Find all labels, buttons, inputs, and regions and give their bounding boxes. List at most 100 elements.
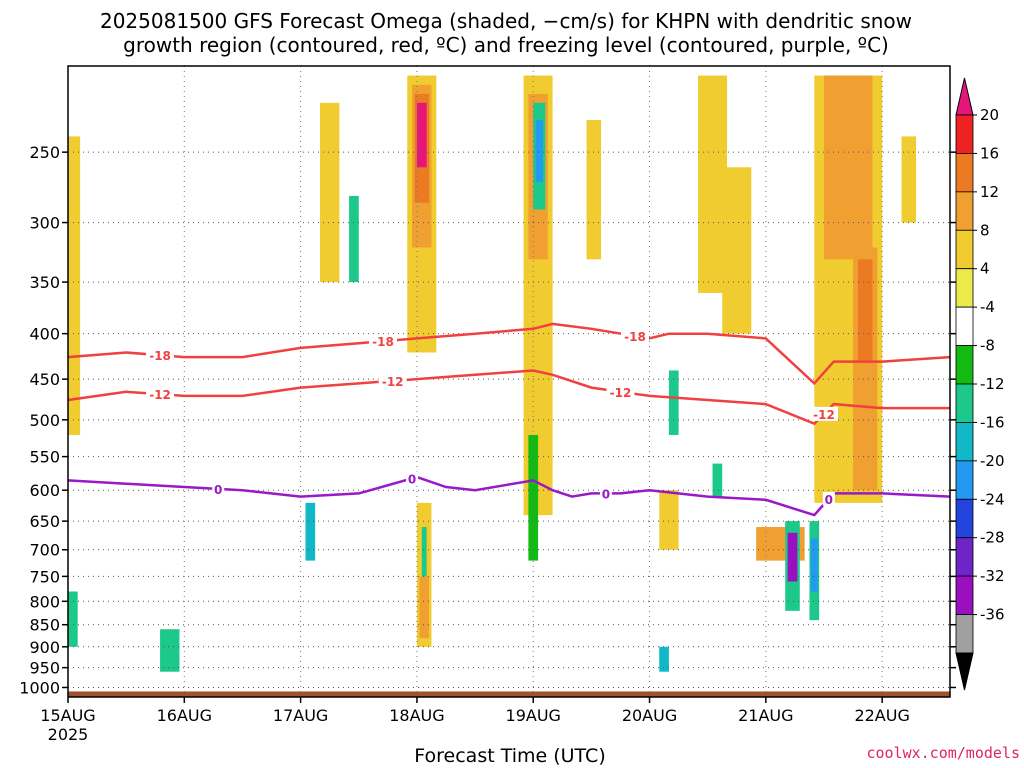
contour-label: 0 [408,472,416,486]
colorbar-swatch [955,153,974,193]
grid [67,66,950,697]
contour-label-bg [606,384,635,399]
omega-cell [68,136,81,435]
y-tick-label: 350 [29,273,60,292]
colorbar-label: -20 [980,452,1005,470]
colorbar-label: -12 [980,375,1005,393]
ground-band [68,691,950,697]
colorbar-swatch [955,537,974,577]
x-axis-label: Forecast Time (UTC) [414,745,605,767]
colorbar-swatch [955,229,974,270]
omega-cell [535,119,543,182]
contour-label: -12 [149,388,171,402]
chart-title-line1: 2025081500 GFS Forecast Omega (shaded, −… [100,9,912,33]
contour-label-bg [378,373,407,388]
colorbar-swatch [955,383,974,423]
contour-line [67,322,951,386]
y-tick-label: 850 [29,616,60,635]
colorbar-label: 16 [980,144,999,162]
contour-label-bg [369,334,397,349]
omega-cell [68,591,78,647]
colorbar-swatch [955,614,974,654]
colorbar-swatch [955,306,974,346]
colorbar-swatch [955,345,974,385]
y-tick-label: 250 [29,143,60,162]
omega-cell [419,576,430,639]
y-tick-label: 800 [29,592,60,611]
contour-label-bg [406,471,419,486]
y-tick-label: 400 [29,325,60,344]
omega-cell [857,259,873,362]
colorbar-label: -4 [980,298,995,316]
contour-label: 0 [825,493,833,507]
omega-cell [722,167,752,334]
contour-label: -18 [624,330,646,344]
omega-cell [901,136,917,223]
colorbar-label: -24 [980,490,1005,508]
contour-line [67,475,951,517]
contour-label: -18 [149,349,171,363]
colorbar-label: -32 [980,567,1005,585]
contour-label-bg [810,406,838,421]
y-tick-label: 450 [29,370,60,389]
x-tick-label: 22AUG [854,706,909,725]
omega-cell [528,434,539,561]
colorbar-label: -8 [980,337,995,355]
omega-cell [320,102,340,283]
omega-cell [416,102,427,168]
omega-cell [668,370,679,435]
omega-cell [586,119,602,260]
x-tick-label: 18AUG [389,706,444,725]
x-tick-label: 17AUG [273,706,328,725]
contour-label: -12 [382,375,404,389]
colorbar-label: -16 [980,413,1005,431]
credit-text: coolwx.com/models [866,744,1020,762]
chart-title-line2: growth region (contoured, red, ºC) and f… [123,33,889,57]
omega-cell [787,532,798,582]
contour-label-bg [146,387,175,402]
contour-label-bg [212,481,225,496]
omega-cell [712,463,723,497]
contour-label: -18 [372,335,394,349]
omega-cell [160,629,180,672]
colorbar-label: -28 [980,529,1005,547]
y-tick-label: 900 [29,638,60,657]
omega-cell [421,527,427,577]
omega-cell [659,646,669,672]
plot-area: -18 -18 -18 -12 -12 -12 -12 0 0 0 0 [67,66,951,697]
y-tick-label: 650 [29,512,60,531]
y-tick-label: 1000 [19,678,60,697]
y-tick-label: 700 [29,541,60,560]
omega-cell [824,75,873,260]
colorbar-swatch [955,575,974,615]
x-tick-label: 16AUG [157,706,212,725]
colorbar-top-arrow [955,77,974,116]
colorbar-label: 8 [980,221,990,239]
axes: 250 300 350 400 450 500 550 600 650 700 750 800 850 9… [19,65,956,744]
y-tick-label: 600 [29,481,60,500]
colorbar-label: 12 [980,183,999,201]
colorbar-bottom-arrow [955,652,974,691]
contour-label: -12 [610,386,632,400]
x-tick-label: 20AUG [622,706,677,725]
colorbar-swatch [955,498,974,539]
x-tick-label: 15AUG [40,706,95,725]
x-tick-label: 19AUG [506,706,561,725]
colorbar-label: -36 [980,606,1005,624]
contour-label-bg [621,329,649,344]
y-tick-label: 550 [29,448,60,467]
contour-label: -12 [813,408,835,422]
colorbar-swatch [955,460,974,500]
contour-label-bg [146,348,175,363]
colorbar-swatch [955,191,974,231]
omega-cell [305,502,316,561]
colorbar-swatch [955,268,974,308]
contour-label-bg [599,486,612,501]
omega-cell [810,538,818,592]
contour-label-bg [822,491,835,506]
y-tick-label: 300 [29,214,60,233]
omega-cell [349,195,359,283]
x-tick-label: 21AUG [738,706,793,725]
plot-frame [67,65,951,698]
